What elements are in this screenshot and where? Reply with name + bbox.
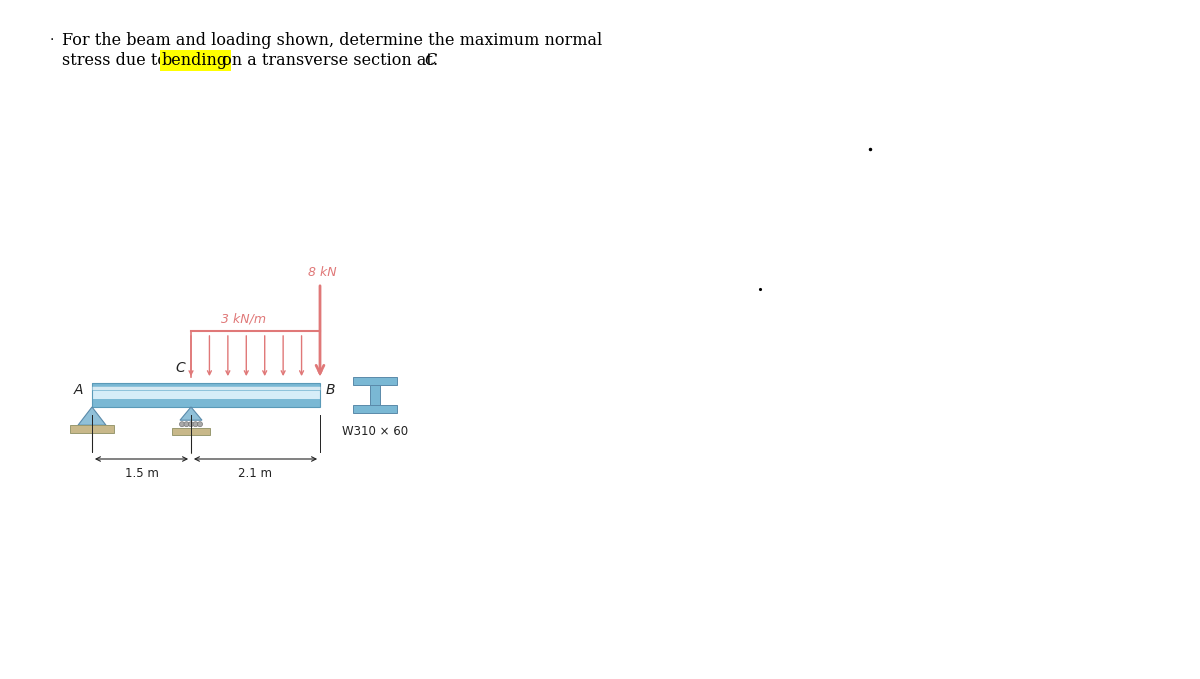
Text: B: B: [326, 383, 336, 397]
Polygon shape: [180, 407, 202, 420]
Polygon shape: [353, 377, 397, 385]
Text: For the beam and loading shown, determine the maximum normal: For the beam and loading shown, determin…: [62, 32, 602, 49]
Polygon shape: [78, 407, 106, 425]
Polygon shape: [70, 425, 114, 433]
Polygon shape: [353, 405, 397, 413]
Circle shape: [198, 422, 203, 426]
Circle shape: [184, 422, 190, 426]
Polygon shape: [173, 428, 210, 435]
Polygon shape: [92, 399, 320, 407]
Polygon shape: [92, 383, 320, 391]
Text: 3 kN/m: 3 kN/m: [221, 313, 266, 326]
Text: C: C: [424, 52, 437, 69]
Polygon shape: [92, 391, 320, 399]
Text: C: C: [175, 361, 185, 375]
Circle shape: [188, 422, 193, 426]
Text: bending: bending: [162, 52, 228, 69]
Text: on a transverse section at: on a transverse section at: [217, 52, 438, 69]
Polygon shape: [370, 385, 380, 405]
Text: 8 kN: 8 kN: [307, 266, 336, 279]
Text: W310 × 60: W310 × 60: [342, 425, 408, 438]
Text: stress due to: stress due to: [62, 52, 172, 69]
Circle shape: [193, 422, 198, 426]
Text: 1.5 m: 1.5 m: [125, 467, 158, 480]
Text: A: A: [73, 383, 83, 397]
Text: 2.1 m: 2.1 m: [239, 467, 272, 480]
Circle shape: [180, 422, 185, 426]
Text: ·: ·: [50, 33, 54, 47]
Text: .: .: [433, 52, 438, 69]
